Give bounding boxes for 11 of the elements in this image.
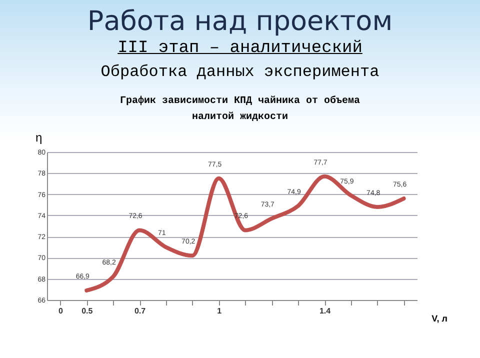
x-tick-label: 0.5 [82, 306, 94, 316]
x-axis-title: V, л [432, 314, 448, 324]
text: III этап – аналитический [116, 38, 364, 60]
x-tick-label: 1.4 [319, 306, 332, 316]
x-tick-label: 0 [58, 306, 64, 316]
chart-title: График зависимости КПД чайника от объема налитой жидкости [118, 94, 362, 125]
text: Работа над проектом [86, 5, 394, 38]
y-axis-title: η [36, 130, 42, 144]
x-tick-label: 1 [217, 306, 222, 316]
x-tick-label: 0.7 [134, 306, 146, 316]
text: Обработка данных эксперимента [100, 62, 380, 83]
